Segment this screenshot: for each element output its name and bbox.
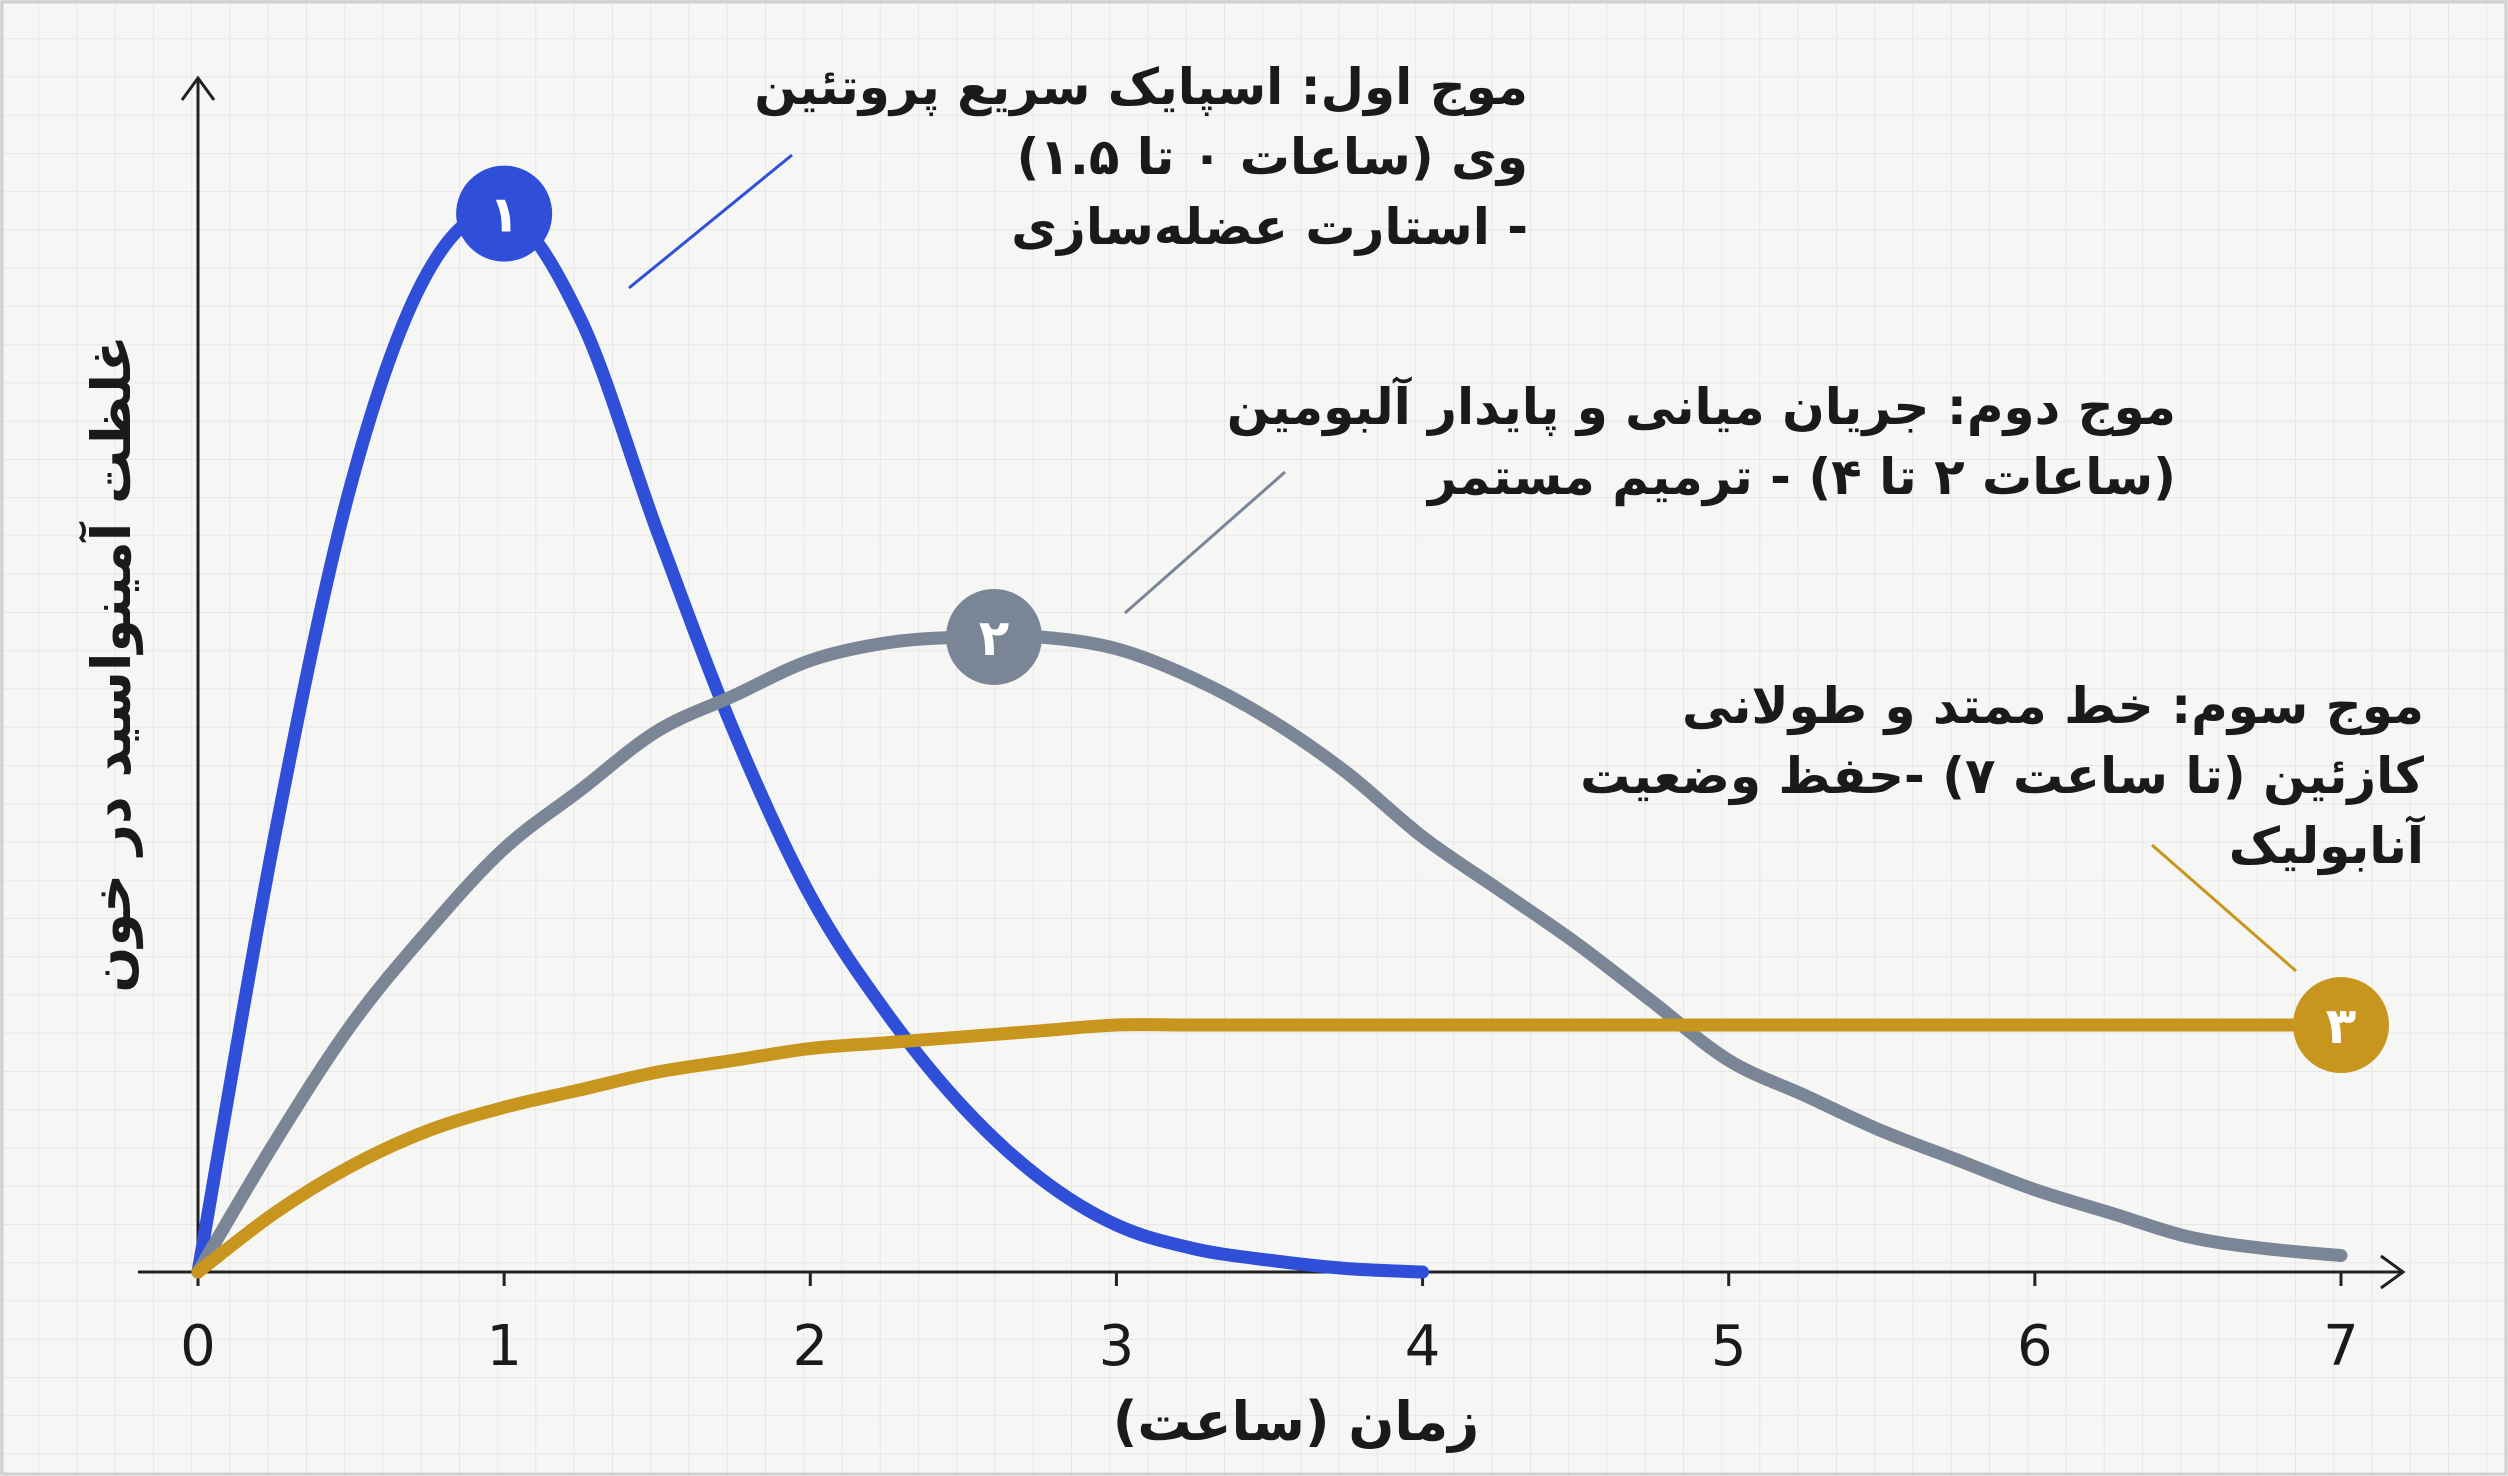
- y-axis-label: غلظت آمینواسید در خون: [78, 335, 143, 993]
- marker-circle: [945, 588, 1042, 685]
- x-tick-label: 5: [1711, 1314, 1747, 1379]
- marker-label: ۳: [2326, 997, 2357, 1055]
- marker-circle: [456, 165, 553, 262]
- leader-line: [1124, 470, 1286, 615]
- marker-circle: [2293, 977, 2389, 1074]
- annotation-line: کازئین (تا ساعت ۷) -حفظ وضعیت: [1580, 747, 2425, 806]
- marker-label: ۲: [979, 609, 1010, 667]
- x-tick-label: 4: [1405, 1314, 1441, 1379]
- series-line: [191, 629, 2348, 1279]
- x-axis-label: زمان (ساعت): [1113, 1390, 1479, 1453]
- annotation-line: (ساعات ۲ تا ۴) - ترمیم مستمر: [1425, 448, 2176, 507]
- annotation-line: - استارت عضله‌سازی: [1011, 198, 1528, 256]
- annotation-line: موج سوم: خط ممتد و طولانی: [1682, 677, 2424, 736]
- x-tick-label: 3: [1099, 1314, 1135, 1379]
- leader-line: [628, 153, 793, 290]
- x-tick-label: 0: [180, 1314, 216, 1379]
- annotation-line: موج دوم: جریان میانی و پایدار آلبومین: [1227, 376, 2176, 437]
- x-tick-label: 2: [792, 1314, 828, 1379]
- x-axis-arrow: [2380, 1254, 2406, 1290]
- marker-label: ۱: [489, 186, 520, 244]
- series-line: [191, 1018, 2348, 1279]
- leader-line: [2151, 843, 2297, 973]
- series-line: [191, 205, 1430, 1279]
- x-tick-label: 6: [2017, 1314, 2053, 1379]
- y-axis-arrow: [180, 75, 216, 101]
- x-tick-label: 7: [2323, 1314, 2359, 1379]
- annotation-line: موج اول: اسپایک سریع پروتئین: [754, 58, 1528, 117]
- annotation-line: آنابولیک: [2229, 815, 2426, 876]
- annotation-line: وی (ساعات ۰ تا ۱.۵): [1017, 128, 1529, 187]
- x-tick-label: 1: [486, 1314, 522, 1379]
